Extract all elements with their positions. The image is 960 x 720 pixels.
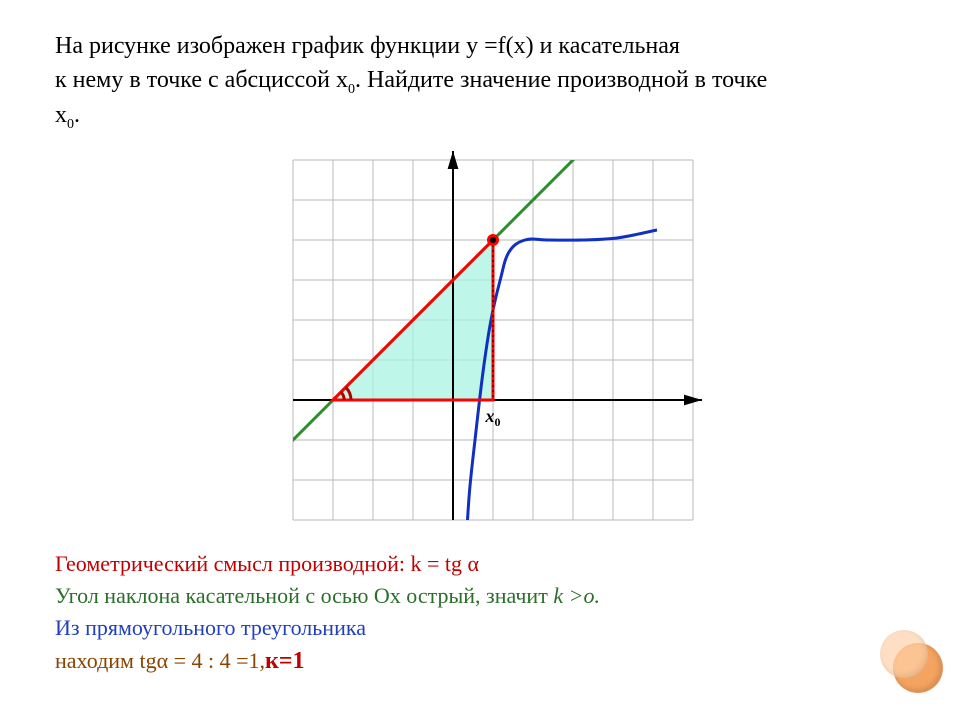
solution-answer: к=1 — [265, 648, 305, 674]
problem-line2b: . Найдите значение производной в точке — [355, 67, 767, 93]
chart: x0 — [273, 140, 713, 540]
problem-line3a: х — [55, 102, 67, 128]
problem-line1: На рисунке изображен график функции y =f… — [55, 33, 680, 59]
problem-sub0-a: 0 — [348, 81, 355, 96]
solution-line4: находим tgα = 4 : 4 =1,к=1 — [55, 644, 930, 679]
solution-line1: Геометрический смысл производной: k = tg… — [55, 548, 930, 580]
corner-decoration — [882, 632, 942, 692]
problem-sub0-b: 0 — [67, 117, 74, 132]
problem-line2a: к нему в точке с абсциссой х — [55, 67, 348, 93]
problem-line3b: . — [74, 102, 80, 128]
solution-text: Геометрический смысл производной: k = tg… — [55, 548, 930, 678]
solution-line2: Угол наклона касательной с осью Ох остры… — [55, 580, 930, 612]
problem-text: На рисунке изображен график функции y =f… — [55, 30, 930, 134]
solution-line3: Из прямоугольного треугольника — [55, 612, 930, 644]
